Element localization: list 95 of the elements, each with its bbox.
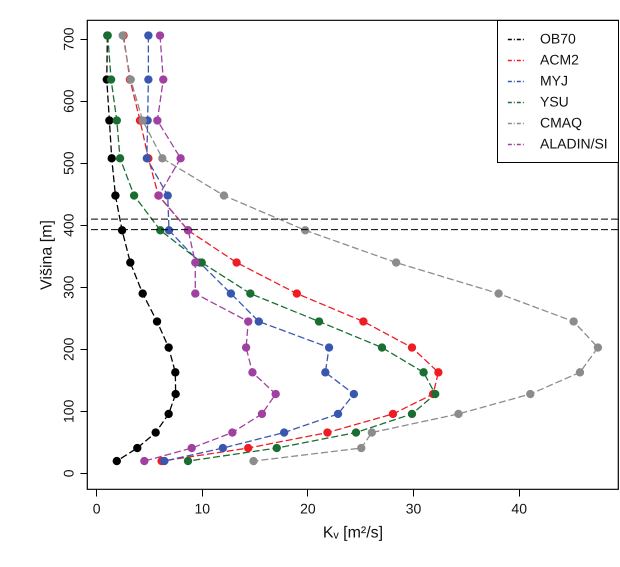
y-tick-label: 200 <box>60 337 76 361</box>
point <box>334 410 342 418</box>
point <box>378 343 386 352</box>
point <box>248 368 257 377</box>
point <box>140 456 149 466</box>
point <box>111 191 120 200</box>
point <box>188 444 196 452</box>
point <box>392 258 400 267</box>
x-tick-label: 20 <box>300 500 316 516</box>
point <box>106 75 116 84</box>
point <box>576 368 584 377</box>
point <box>144 31 153 40</box>
point <box>352 428 360 437</box>
point <box>244 444 252 452</box>
point <box>258 410 266 418</box>
point <box>280 428 288 437</box>
point <box>138 289 147 298</box>
legend-label: OB70 <box>540 30 576 46</box>
x-axis-title: Kᵥ [m²/s] <box>322 524 384 542</box>
x-tick-label: 40 <box>511 500 528 516</box>
point <box>357 444 366 452</box>
point <box>158 154 167 163</box>
legend-label: ACM2 <box>540 52 580 68</box>
legend-label: ALADIN/SI <box>540 136 608 152</box>
y-tick-label: 500 <box>60 151 76 175</box>
point <box>242 343 250 352</box>
point <box>184 456 192 466</box>
y-tick-label: 300 <box>60 275 76 299</box>
point <box>171 390 180 398</box>
point <box>133 444 142 452</box>
x-tick-label: 30 <box>406 500 422 516</box>
point <box>191 258 200 267</box>
point <box>176 154 185 163</box>
point <box>116 154 124 163</box>
point <box>526 390 534 398</box>
point <box>594 343 602 352</box>
y-tick-label: 400 <box>60 213 76 237</box>
point <box>112 116 121 125</box>
point <box>272 444 281 452</box>
point <box>323 428 332 437</box>
point <box>292 289 302 298</box>
point <box>324 343 334 352</box>
point <box>419 368 428 377</box>
point <box>218 444 228 452</box>
point <box>232 258 241 267</box>
point <box>153 116 162 125</box>
legend-label: YSU <box>540 94 569 110</box>
legend-label: MYJ <box>540 72 568 88</box>
point <box>368 428 376 437</box>
point <box>156 226 165 234</box>
point <box>108 154 116 163</box>
point <box>388 410 398 418</box>
point <box>244 317 252 326</box>
point <box>350 390 358 398</box>
point <box>130 191 138 200</box>
point <box>156 31 164 40</box>
point <box>408 343 416 352</box>
point <box>359 317 368 326</box>
point <box>434 368 443 377</box>
point <box>408 410 416 418</box>
point <box>249 456 258 466</box>
point <box>431 390 440 398</box>
point <box>314 317 324 326</box>
point <box>191 289 200 298</box>
point <box>164 343 173 352</box>
point <box>220 191 228 200</box>
point <box>321 368 330 377</box>
point <box>159 75 168 84</box>
point <box>126 258 134 267</box>
point <box>171 368 180 377</box>
point <box>152 317 162 326</box>
point <box>254 317 263 326</box>
point <box>151 428 160 437</box>
point <box>569 317 578 326</box>
point <box>246 289 255 298</box>
point <box>494 289 503 298</box>
x-tick-label: 10 <box>194 500 210 516</box>
y-tick-label: 600 <box>60 89 76 113</box>
y-tick-label: 700 <box>60 27 76 51</box>
point <box>160 456 169 466</box>
point <box>138 116 147 125</box>
y-tick-label: 100 <box>60 399 76 424</box>
point <box>272 390 280 398</box>
point <box>105 116 114 125</box>
point <box>164 191 172 200</box>
point <box>228 428 237 437</box>
point <box>454 410 463 418</box>
x-tick-label: 0 <box>92 500 101 516</box>
y-tick-label: 0 <box>60 469 76 478</box>
point <box>226 289 236 298</box>
point <box>164 410 173 418</box>
legend-label: CMAQ <box>540 114 582 130</box>
y-axis-title: Višina [m] <box>38 220 56 290</box>
point <box>144 75 153 84</box>
point <box>112 456 121 466</box>
